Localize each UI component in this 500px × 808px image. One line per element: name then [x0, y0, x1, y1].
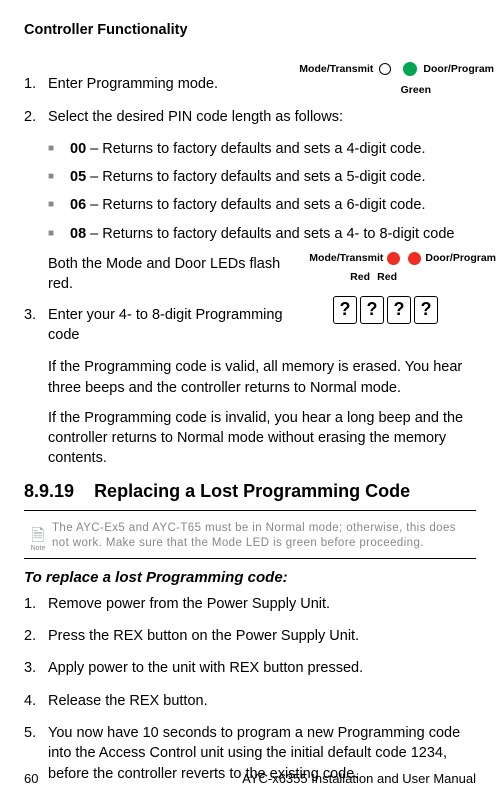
item-text: 05 – Returns to factory defaults and set… [70, 167, 476, 187]
bullet-icon: ■ [48, 139, 70, 159]
steps-list-b: 1. Remove power from the Power Supply Un… [24, 594, 476, 784]
list-item: 1. Remove power from the Power Supply Un… [24, 594, 476, 614]
note-icon: 🗎 Note [24, 519, 52, 554]
page-number: 60 [24, 770, 38, 788]
item-text: Enter your 4- to 8-digit Programming cod… [48, 305, 298, 346]
item-text: Select the desired PIN code length as fo… [48, 107, 476, 127]
bullet-icon: ■ [48, 167, 70, 187]
steps-list-a: 1. Enter Programming mode. 2. Select the… [24, 74, 476, 468]
sub-heading: To replace a lost Programming code: [24, 567, 476, 588]
door-program-label: Door/Program [425, 251, 496, 266]
digit-box-icon: ? [414, 296, 438, 324]
item-text: 00 – Returns to factory defaults and set… [70, 139, 476, 159]
page-footer: 60 AYC-x6355 Installation and User Manua… [24, 770, 476, 788]
item-number: 2. [24, 107, 48, 127]
item-text: 06 – Returns to factory defaults and set… [70, 195, 476, 215]
list-item: 2. Press the REX button on the Power Sup… [24, 626, 476, 646]
digit-box-icon: ? [360, 296, 384, 324]
section-number: 8.9.19 [24, 481, 74, 501]
bullet-icon: ■ [48, 195, 70, 215]
mode-transmit-label: Mode/Transmit [309, 251, 383, 266]
digit-box-icon: ? [387, 296, 411, 324]
section-heading: 8.9.19 Replacing a Lost Programming Code [24, 479, 476, 504]
led-open-circle-icon [379, 63, 391, 75]
list-item: 4. Release the REX button. [24, 691, 476, 711]
page-header: Controller Functionality [24, 20, 476, 40]
both-leds-text: Both the Mode and Door LEDs flash red. [48, 254, 298, 295]
code-digit-boxes: ? ? ? ? [333, 296, 438, 324]
valid-code-text: If the Programming code is valid, all me… [48, 357, 476, 398]
digit-box-icon: ? [333, 296, 357, 324]
green-label: Green [401, 83, 431, 98]
bullet-list: ■ 00 – Returns to factory defaults and s… [48, 139, 476, 244]
led-diagram-red: Mode/Transmit Door/Program [309, 251, 496, 266]
mode-transmit-label: Mode/Transmit [299, 62, 373, 77]
invalid-code-text: If the Programming code is invalid, you … [48, 408, 476, 469]
item-text: 08 – Returns to factory defaults and set… [70, 224, 476, 244]
item-number: 3. [24, 305, 48, 346]
led-diagram-mode-green: Mode/Transmit Door/Program [299, 62, 494, 77]
item-text: Apply power to the unit with REX button … [48, 658, 476, 678]
led-green-circle-icon [403, 62, 417, 76]
list-item: ■ 05 – Returns to factory defaults and s… [48, 167, 476, 187]
item-number: 3. [24, 658, 48, 678]
red-label: Red [377, 270, 397, 285]
red-label: Red [350, 270, 370, 285]
note-text: The AYC-Ex5 and AYC-T65 must be in Norma… [52, 519, 476, 552]
item-text: Press the REX button on the Power Supply… [48, 626, 476, 646]
item-number: 4. [24, 691, 48, 711]
manual-title: AYC-x6355 Installation and User Manual [242, 770, 476, 788]
item-text: Release the REX button. [48, 691, 476, 711]
led-red-circle-icon [387, 252, 400, 265]
item-number: 1. [24, 594, 48, 614]
led-red-circle-icon [408, 252, 421, 265]
item-number: 2. [24, 626, 48, 646]
item-number: 1. [24, 74, 48, 94]
divider [24, 510, 476, 511]
item-text: Remove power from the Power Supply Unit. [48, 594, 476, 614]
door-program-label: Door/Program [423, 62, 494, 77]
list-item: ■ 00 – Returns to factory defaults and s… [48, 139, 476, 159]
list-item: ■ 06 – Returns to factory defaults and s… [48, 195, 476, 215]
list-item: ■ 08 – Returns to factory defaults and s… [48, 224, 476, 244]
note-block: 🗎 Note The AYC-Ex5 and AYC-T65 must be i… [24, 519, 476, 559]
section-title: Replacing a Lost Programming Code [94, 481, 410, 501]
list-item: 3. Apply power to the unit with REX butt… [24, 658, 476, 678]
list-item: 2. Select the desired PIN code length as… [24, 107, 476, 127]
bullet-icon: ■ [48, 224, 70, 244]
